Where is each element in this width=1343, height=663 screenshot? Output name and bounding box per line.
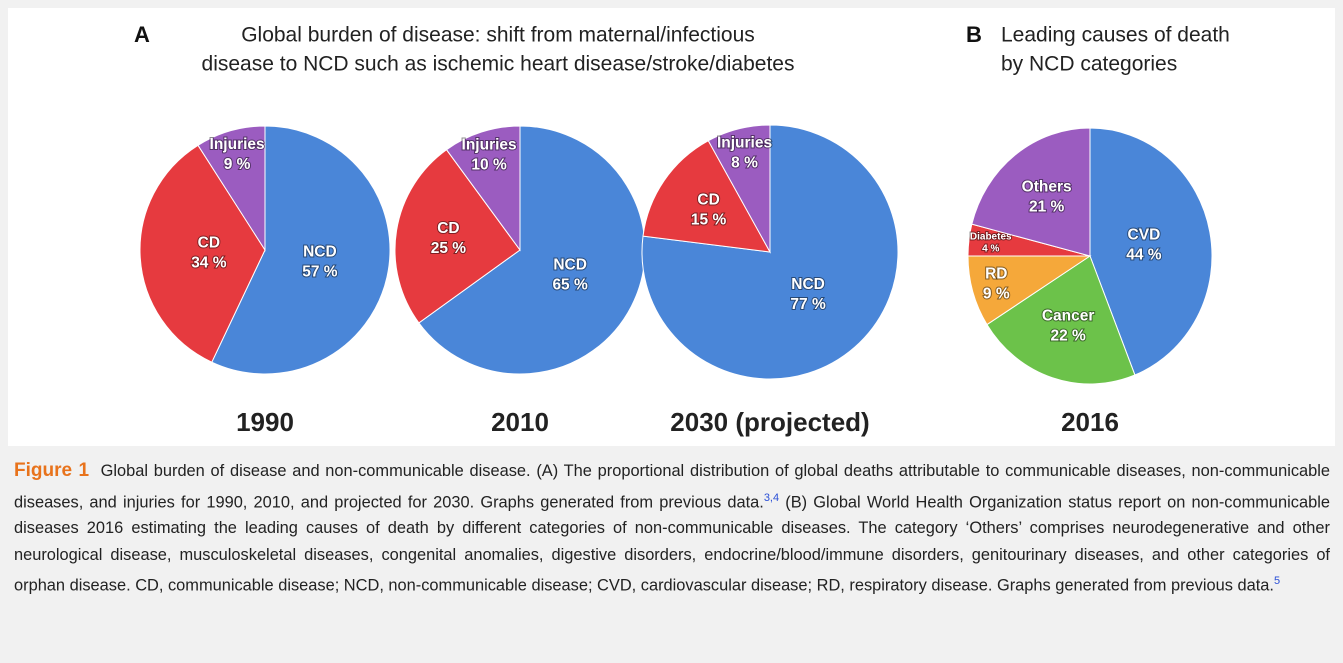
pie-slice (211, 125, 391, 375)
caption-text: (B) Global World Health Organization sta… (14, 492, 1330, 595)
slice-label: CD (198, 235, 220, 252)
slice-label: Injuries (462, 137, 517, 154)
slice-value: 8 % (731, 155, 758, 172)
slice-value: 65 % (552, 276, 588, 293)
slice-label: NCD (553, 256, 587, 273)
panel-letter: A (134, 22, 150, 47)
slice-value: 9 % (224, 156, 251, 173)
reference[interactable]: 5 (1273, 575, 1281, 588)
slice-label: CD (697, 192, 719, 209)
caption: Figure 1 Global burden of disease and no… (14, 458, 1330, 599)
slice-value: 34 % (191, 255, 227, 272)
slice-value: 44 % (1126, 246, 1162, 263)
slice-label: Injuries (210, 136, 265, 153)
pie-title: 2030 (projected) (670, 407, 869, 437)
slice-value: 21 % (1029, 198, 1065, 215)
pie-slice (641, 124, 899, 380)
figure-panels: A Global burden of disease: shift from m… (134, 22, 1230, 437)
figure: A Global burden of disease: shift from m… (8, 8, 1335, 446)
slice-label: Cancer (1042, 308, 1095, 325)
pie-slice (707, 124, 771, 254)
caption-text: Global burden of disease and non-communi… (14, 462, 1331, 511)
slice-value: 10 % (471, 157, 507, 174)
pie-title: 2010 (491, 407, 549, 437)
slice-label: Injuries (717, 135, 772, 152)
panel-title: by NCD categories (1001, 53, 1177, 76)
panel-title: Leading causes of death (1001, 24, 1230, 47)
pie-slice (986, 255, 1136, 385)
slice-label: Others (1022, 178, 1072, 195)
slice-label: Diabetes (970, 231, 1012, 242)
pie-title: 2016 (1061, 407, 1119, 437)
pie-slice (971, 127, 1091, 257)
reference[interactable]: 3,4 (763, 491, 780, 504)
slice-value: 9 % (983, 286, 1010, 303)
slice-value: 77 % (790, 296, 826, 313)
slice-label: CD (437, 220, 459, 237)
panel-title: disease to NCD such as ischemic heart di… (202, 53, 795, 76)
slice-label: NCD (303, 243, 337, 260)
panel-title: Global burden of disease: shift from mat… (241, 24, 755, 47)
pie-slice (1089, 127, 1213, 376)
slice-value: 57 % (302, 263, 338, 280)
slice-value: 15 % (691, 212, 727, 229)
slice-value: 4 % (982, 243, 999, 254)
pie-slice (642, 140, 771, 253)
pie-title: 1990 (236, 407, 294, 437)
panel-letter: B (966, 22, 982, 47)
pie-slice (139, 144, 266, 363)
slice-value: 25 % (431, 240, 467, 257)
pie-slice (418, 125, 646, 375)
pie-slice (445, 125, 521, 252)
slice-label: CVD (1128, 226, 1161, 243)
slice-label: RD (985, 266, 1007, 283)
pie-slice (394, 148, 521, 324)
caption-label: Figure 1 (14, 460, 90, 481)
slice-value: 22 % (1050, 328, 1086, 345)
pie-slice (197, 125, 266, 252)
slice-label: NCD (791, 276, 825, 293)
